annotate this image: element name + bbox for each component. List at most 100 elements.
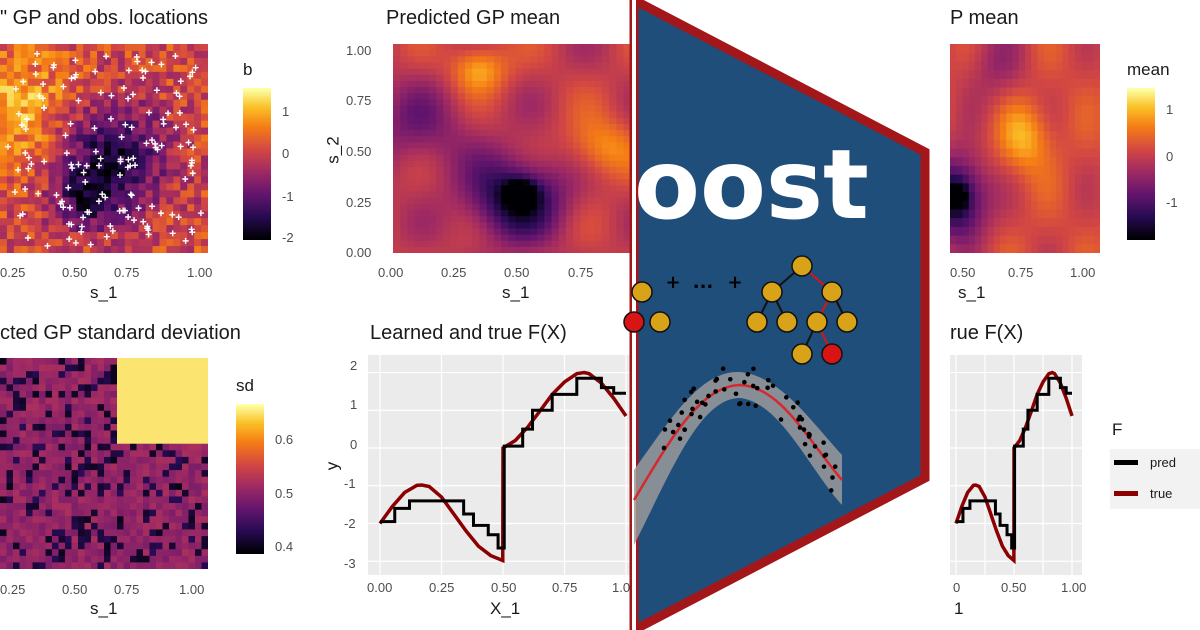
heatmap-cell <box>131 211 140 219</box>
heatmap-cell <box>143 430 151 438</box>
colorbar-band <box>236 441 264 445</box>
heatmap-cell <box>71 509 79 517</box>
heatmap-cell <box>443 197 452 205</box>
heatmap-cell <box>180 197 188 205</box>
heatmap-cell <box>580 240 589 248</box>
heatmap-cell <box>123 384 131 392</box>
heatmap-cell <box>6 522 14 531</box>
heatmap-cell <box>104 92 112 101</box>
heatmap-cell <box>39 463 47 471</box>
heatmap-cell <box>104 450 112 458</box>
heatmap-cell <box>162 364 170 372</box>
heatmap-cell <box>62 204 70 212</box>
heatmap-cell <box>104 106 112 115</box>
heatmap-cell <box>97 450 105 458</box>
heatmap-cell <box>962 96 970 106</box>
heatmap-cell <box>45 463 53 471</box>
heatmap-cell <box>78 364 86 372</box>
heatmap-cell <box>201 169 208 177</box>
heatmap-cell <box>58 443 66 451</box>
heatmap-cell <box>78 390 86 399</box>
heatmap-cell <box>565 117 574 125</box>
bottom-left-title: cted GP standard deviation <box>0 322 241 344</box>
heatmap-cell <box>20 134 29 143</box>
heatmap-cell <box>457 62 466 70</box>
top-mid-xtick: 0.25 <box>441 265 467 280</box>
heatmap-cell <box>472 87 481 94</box>
heatmap-cell <box>32 384 40 392</box>
heatmap-cell <box>180 57 188 66</box>
heatmap-cell <box>39 397 47 405</box>
heatmap-cell <box>201 417 208 425</box>
heatmap-cell <box>501 203 509 211</box>
heatmap-cell <box>421 234 430 242</box>
heatmap-cell <box>587 222 596 230</box>
colorbar-band <box>1127 217 1155 221</box>
heatmap-cell <box>465 93 473 100</box>
heatmap-cell <box>565 136 574 143</box>
heatmap-cell <box>188 384 196 392</box>
heatmap-cell <box>975 131 982 141</box>
heatmap-cell <box>421 197 430 205</box>
heatmap-cell <box>117 371 125 379</box>
heatmap-cell <box>609 185 617 193</box>
heatmap-cell <box>117 549 125 557</box>
heatmap-cell <box>145 44 154 52</box>
heatmap-cell <box>187 134 195 143</box>
heatmap-cell <box>580 105 589 113</box>
heatmap-cell <box>558 80 567 88</box>
colorbar-band <box>243 214 271 218</box>
heatmap-cell <box>1018 226 1026 237</box>
heatmap-cell <box>97 169 105 177</box>
colorbar-band <box>1127 196 1155 201</box>
observation-marker <box>169 230 176 237</box>
heatmap-cell <box>20 190 29 198</box>
heatmap-cell <box>450 179 459 186</box>
heatmap-cell <box>565 203 574 211</box>
heatmap-cell <box>981 52 989 63</box>
heatmap-cell <box>479 228 488 236</box>
heatmap-cell <box>587 228 596 236</box>
heatmap-cell <box>138 92 147 101</box>
heatmap-cell <box>32 404 40 412</box>
heatmap-cell <box>104 134 112 143</box>
heatmap-cell <box>472 203 481 211</box>
heatmap-cell <box>76 190 84 198</box>
heatmap-cell <box>131 92 140 101</box>
heatmap-cell <box>130 489 138 498</box>
data-point <box>679 410 685 415</box>
heatmap-cell <box>1012 131 1020 141</box>
heatmap-cell <box>0 183 8 191</box>
heatmap-cell <box>1093 52 1100 63</box>
observation-marker <box>127 191 134 198</box>
heatmap-cell <box>32 516 40 524</box>
heatmap-cell <box>97 516 105 524</box>
heatmap-cell <box>117 542 125 550</box>
data-point <box>754 385 760 391</box>
heatmap-cell <box>138 197 147 205</box>
heatmap-cell <box>465 74 473 82</box>
tree-node <box>649 311 671 333</box>
heatmap-cell <box>558 246 567 253</box>
heatmap-cell <box>152 120 161 129</box>
heatmap-cell <box>421 209 430 217</box>
heatmap-cell <box>623 123 632 131</box>
heatmap-cell <box>0 99 8 108</box>
heatmap-cell <box>975 218 982 228</box>
heatmap-cell <box>83 57 91 66</box>
heatmap-cell <box>41 204 50 212</box>
heatmap-cell <box>573 123 581 131</box>
heatmap-cell <box>529 62 538 70</box>
heatmap-cell <box>20 169 29 177</box>
heatmap-cell <box>39 529 47 537</box>
heatmap-cell <box>950 209 957 219</box>
heatmap-cell <box>1043 183 1051 193</box>
heatmap-cell <box>104 542 112 550</box>
heatmap-cell <box>1006 122 1014 132</box>
colorbar-band <box>236 509 264 513</box>
heatmap-cell <box>450 240 459 248</box>
heatmap-cell <box>110 470 118 478</box>
heatmap-cell <box>515 179 524 186</box>
heatmap-cell <box>0 542 8 550</box>
heatmap-cell <box>472 44 481 51</box>
